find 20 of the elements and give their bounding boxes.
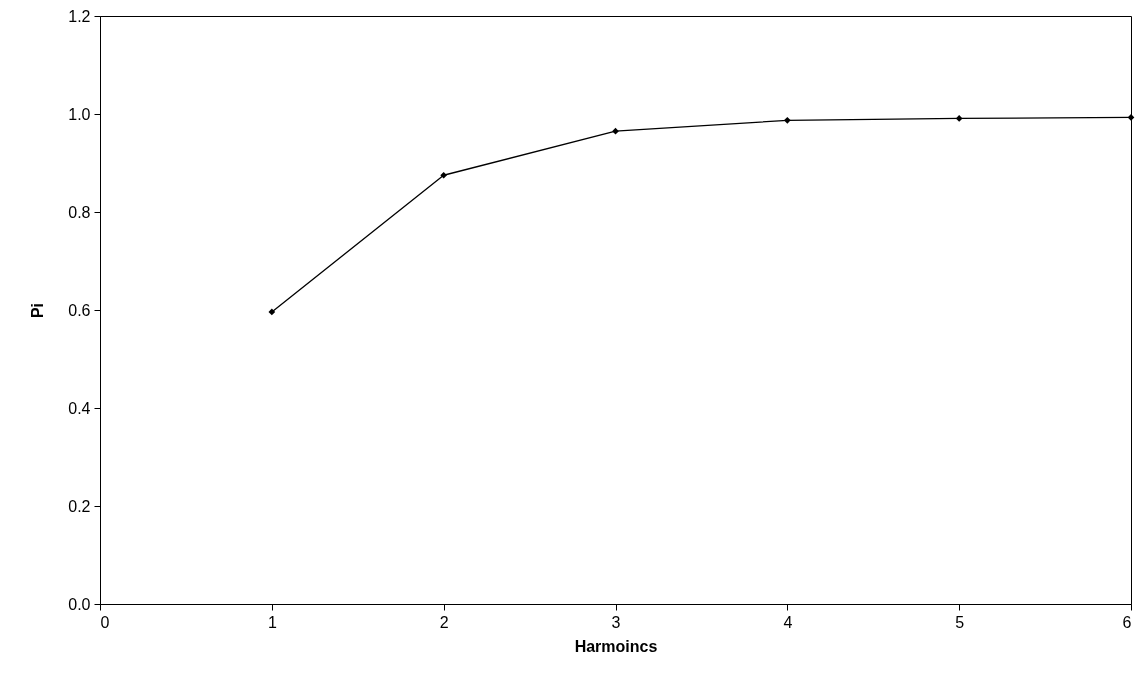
point	[440, 171, 448, 179]
point	[955, 115, 963, 122]
y-axis-title: Pi	[29, 302, 47, 319]
y-tick-label: 0.6	[68, 301, 91, 319]
x-axis-title: Harmoincs	[574, 637, 658, 655]
x-tick-label: 3	[611, 613, 621, 631]
x-tick-label: 4	[783, 613, 793, 631]
x-tick-label: 0	[100, 613, 110, 631]
y-tick-label: 1.0	[68, 105, 91, 123]
y-tick-label: 0.4	[68, 399, 91, 417]
x-tick-label: 2	[439, 613, 449, 631]
y-tick-label: 0.2	[68, 497, 91, 515]
y-tick-label: 1.2	[68, 7, 91, 25]
point	[783, 117, 791, 124]
x-tick-label: 6	[1122, 613, 1132, 631]
y-tick-label: 0.8	[68, 203, 91, 221]
x-tick-label: 5	[955, 613, 965, 631]
x-tick-label: 1	[267, 613, 277, 631]
y-tick-label: 0.0	[68, 595, 91, 613]
point	[268, 308, 276, 316]
